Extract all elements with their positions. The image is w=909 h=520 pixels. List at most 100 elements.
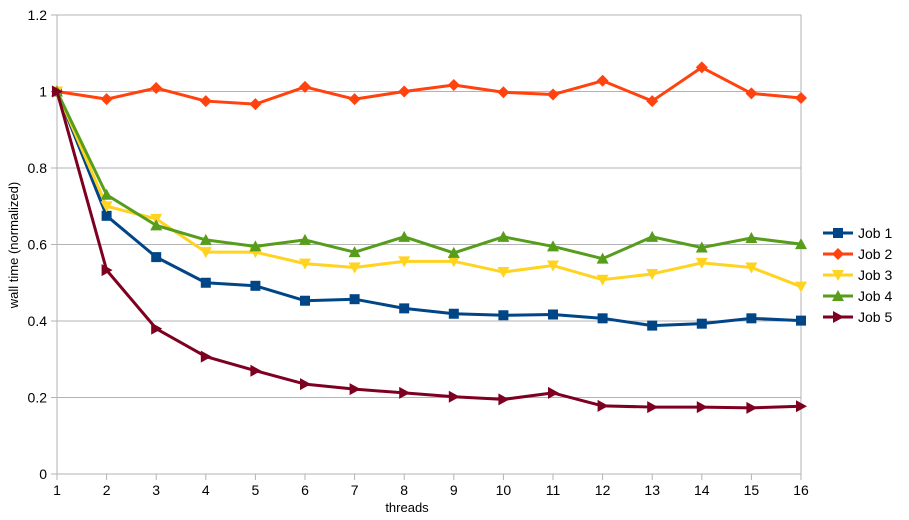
data-point bbox=[349, 383, 361, 396]
data-point bbox=[348, 93, 361, 106]
data-point bbox=[199, 95, 212, 108]
data-point bbox=[596, 274, 609, 286]
data-point bbox=[199, 233, 212, 245]
data-point bbox=[150, 213, 163, 225]
x-tick-label: 12 bbox=[595, 482, 611, 498]
series-line bbox=[56, 65, 802, 106]
data-point bbox=[52, 85, 63, 98]
legend-item: Job 4 bbox=[823, 288, 892, 304]
data-point bbox=[695, 257, 708, 269]
data-point bbox=[399, 386, 411, 399]
y-tick-label: 0.4 bbox=[28, 313, 48, 329]
data-point bbox=[151, 252, 162, 263]
data-point bbox=[101, 264, 113, 277]
data-point bbox=[647, 401, 659, 414]
data-point bbox=[596, 74, 609, 87]
data-point bbox=[398, 256, 411, 268]
series-4 bbox=[51, 85, 807, 264]
series-1 bbox=[52, 86, 806, 331]
series-2 bbox=[51, 61, 807, 111]
data-point bbox=[399, 303, 410, 314]
data-point bbox=[151, 322, 163, 335]
data-point bbox=[250, 280, 261, 291]
data-point bbox=[796, 315, 806, 326]
y-tick-label: 1.2 bbox=[28, 7, 48, 23]
data-point bbox=[398, 230, 411, 242]
legend-swatch-marker bbox=[832, 248, 844, 260]
data-point bbox=[447, 246, 460, 258]
x-tick-label: 10 bbox=[496, 482, 512, 498]
x-tick-label: 8 bbox=[400, 482, 408, 498]
y-tick-label: 0.8 bbox=[28, 160, 48, 176]
data-point bbox=[647, 320, 658, 331]
legend-item: Job 3 bbox=[823, 267, 892, 283]
data-point bbox=[150, 82, 163, 95]
x-tick-label: 4 bbox=[202, 482, 210, 498]
data-point bbox=[498, 310, 509, 321]
data-point bbox=[597, 313, 608, 324]
legend-item: Job 2 bbox=[823, 246, 892, 262]
data-point bbox=[100, 201, 113, 213]
legend-label: Job 4 bbox=[858, 288, 892, 304]
y-tick-label: 0.2 bbox=[28, 390, 48, 406]
data-point bbox=[746, 401, 758, 414]
data-point bbox=[596, 252, 609, 264]
series-5 bbox=[52, 85, 807, 414]
legend: Job 1 Job 2 Job 3 Job 4 Job 5 bbox=[823, 225, 892, 325]
x-tick-label: 11 bbox=[546, 482, 561, 498]
data-point bbox=[447, 256, 460, 268]
series-layer bbox=[51, 61, 807, 414]
data-point bbox=[349, 294, 360, 305]
data-point bbox=[547, 240, 559, 252]
data-point bbox=[348, 246, 361, 258]
data-point bbox=[695, 61, 708, 74]
data-point bbox=[249, 98, 262, 111]
legend-label: Job 2 bbox=[858, 246, 892, 262]
data-point bbox=[795, 281, 807, 293]
data-point bbox=[695, 241, 708, 253]
data-point bbox=[348, 262, 361, 274]
data-point bbox=[696, 401, 708, 414]
data-point bbox=[101, 210, 112, 221]
y-axis-ticks: 0 0.2 0.4 0.6 0.8 1 1.2 bbox=[28, 7, 57, 482]
data-point bbox=[299, 233, 311, 245]
data-point bbox=[646, 95, 659, 108]
x-tick-label: 9 bbox=[450, 482, 458, 498]
y-tick-label: 0 bbox=[39, 466, 47, 482]
x-tick-label: 3 bbox=[152, 482, 160, 498]
x-tick-label: 15 bbox=[744, 482, 760, 498]
data-point bbox=[200, 277, 211, 288]
data-point bbox=[696, 318, 707, 329]
legend-label: Job 5 bbox=[858, 309, 892, 325]
x-tick-label: 5 bbox=[252, 482, 260, 498]
data-point bbox=[745, 262, 758, 274]
y-tick-label: 1 bbox=[39, 84, 47, 100]
x-tick-label: 6 bbox=[301, 482, 309, 498]
series-line bbox=[55, 91, 802, 410]
x-tick-label: 14 bbox=[694, 482, 710, 498]
x-tick-label: 16 bbox=[793, 482, 809, 498]
data-point bbox=[249, 240, 262, 252]
data-point bbox=[100, 188, 113, 200]
x-axis-label: threads bbox=[385, 500, 429, 515]
data-point bbox=[447, 78, 460, 91]
data-point bbox=[300, 378, 311, 391]
data-point bbox=[795, 92, 807, 105]
y-tick-label: 0.6 bbox=[28, 237, 48, 253]
data-point bbox=[448, 308, 459, 319]
data-point bbox=[497, 230, 510, 242]
data-point bbox=[498, 393, 510, 406]
data-point bbox=[497, 86, 510, 99]
data-point bbox=[300, 295, 310, 306]
data-point bbox=[548, 309, 558, 320]
data-point bbox=[299, 258, 311, 270]
data-point bbox=[497, 267, 510, 279]
data-point bbox=[150, 219, 163, 231]
legend-swatch-marker bbox=[833, 228, 843, 238]
legend-item: Job 5 bbox=[823, 309, 892, 325]
data-point bbox=[398, 85, 411, 98]
data-point bbox=[597, 399, 609, 412]
x-axis-ticks: 1 2 3 4 5 6 7 8 9 10 11 12 13 14 15 16 bbox=[53, 474, 809, 498]
data-point bbox=[745, 231, 758, 243]
series-line bbox=[55, 90, 802, 328]
